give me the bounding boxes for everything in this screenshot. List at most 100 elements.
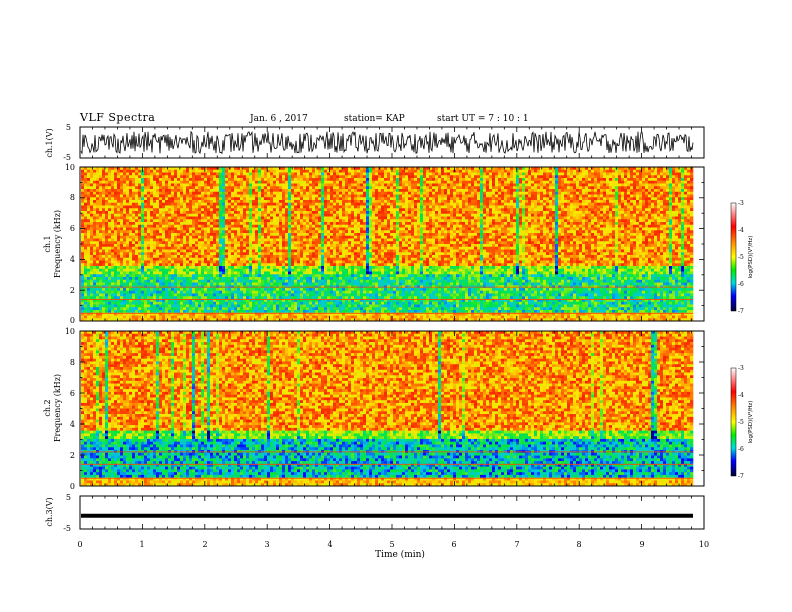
spectrogram-cell xyxy=(321,172,325,176)
spectrogram-cell xyxy=(90,271,94,275)
spectrogram-cell xyxy=(138,169,142,173)
spectrogram-cell xyxy=(228,191,232,195)
spectrogram-cell xyxy=(84,271,88,275)
spectrogram-cell xyxy=(318,224,322,228)
spectrogram-cell xyxy=(135,189,139,193)
spectrogram-cell xyxy=(168,191,172,195)
spectrogram-cell xyxy=(327,263,331,267)
spectrogram-cell xyxy=(249,213,253,217)
spectrogram-cell xyxy=(315,172,319,176)
spectrogram-cell xyxy=(93,271,97,275)
spectrogram-cell xyxy=(225,186,229,190)
spectrogram-cell xyxy=(237,301,241,305)
spectrogram-cell xyxy=(168,200,172,204)
spectrogram-cell xyxy=(231,172,235,176)
spectrogram-cell xyxy=(240,301,244,305)
spectrogram-cell xyxy=(282,252,286,256)
spectrogram-cell xyxy=(153,263,157,267)
spectrogram-cell xyxy=(237,191,241,195)
spectrogram-cell xyxy=(189,186,193,190)
spectrogram-cell xyxy=(267,257,271,261)
spectrogram-cell xyxy=(222,301,226,305)
spectrogram-cell xyxy=(144,186,148,190)
spectrogram-cell xyxy=(96,301,100,305)
spectrogram-cell xyxy=(282,266,286,270)
spectrogram-cell xyxy=(198,310,202,314)
spectrogram-cell xyxy=(111,202,115,206)
spectrogram-cell xyxy=(282,296,286,300)
spectrogram-cell xyxy=(279,202,283,206)
spectrogram-cell xyxy=(117,310,121,314)
spectrogram-cell xyxy=(168,293,172,297)
spectrogram-cell xyxy=(144,279,148,283)
spectrogram-cell xyxy=(192,205,196,209)
spectrogram-cell xyxy=(156,304,160,308)
spectrogram-cell xyxy=(282,293,286,297)
spectrogram-cell xyxy=(81,235,85,239)
spectrogram-cell xyxy=(207,216,211,220)
spectrogram-cell xyxy=(102,299,106,303)
spectrogram-cell xyxy=(309,224,313,228)
spectrogram-cell xyxy=(195,296,199,300)
spectrogram-cell xyxy=(126,202,130,206)
spectrogram-cell xyxy=(114,279,118,283)
spectrogram-cell xyxy=(201,296,205,300)
spectrogram-cell xyxy=(291,277,295,281)
spectrogram-cell xyxy=(141,249,145,253)
spectrogram-cell xyxy=(207,233,211,237)
spectrogram-cell xyxy=(114,205,118,209)
spectrogram-cell xyxy=(300,293,304,297)
spectrogram-cell xyxy=(315,255,319,259)
spectrogram-cell xyxy=(192,180,196,184)
spectrogram-cell xyxy=(138,274,142,278)
spectrogram-cell xyxy=(258,169,262,173)
spectrogram-cell xyxy=(336,208,340,212)
spectrogram-cell xyxy=(186,255,190,259)
spectrogram-cell xyxy=(309,277,313,281)
spectrogram-cell xyxy=(171,277,175,281)
spectrogram-cell xyxy=(231,301,235,305)
spectrogram-cell xyxy=(237,271,241,275)
spectrogram-cell xyxy=(264,263,268,267)
spectrogram-cell xyxy=(132,268,136,272)
spectrogram-cell xyxy=(249,282,253,286)
spectrogram-cell xyxy=(129,299,133,303)
spectrogram-cell xyxy=(195,288,199,292)
spectrogram-cell xyxy=(144,200,148,204)
spectrogram-cell xyxy=(105,299,109,303)
spectrogram-cell xyxy=(279,211,283,215)
spectrogram-cell xyxy=(321,301,325,305)
spectrogram-cell xyxy=(222,235,226,239)
spectrogram-cell xyxy=(231,213,235,217)
spectrogram-cell xyxy=(315,279,319,283)
spectrogram-cell xyxy=(120,249,124,253)
spectrogram-cell xyxy=(87,175,91,179)
spectrogram-cell xyxy=(159,249,163,253)
spectrogram-cell xyxy=(132,186,136,190)
spectrogram-cell xyxy=(276,238,280,242)
spectrogram-cell xyxy=(327,169,331,173)
spectrogram-cell xyxy=(123,169,127,173)
spectrogram-cell xyxy=(288,208,292,212)
spectrogram-cell xyxy=(243,183,247,187)
spectrogram-cell xyxy=(231,183,235,187)
spectrogram-cell xyxy=(243,186,247,190)
spectrogram-cell xyxy=(288,255,292,259)
spectrogram-cell xyxy=(183,293,187,297)
spectrogram-cell xyxy=(240,205,244,209)
spectrogram-cell xyxy=(126,197,130,201)
spectrogram-cell xyxy=(192,279,196,283)
spectrogram-cell xyxy=(336,257,340,261)
spectrogram-cell xyxy=(225,263,229,267)
spectrogram-cell xyxy=(330,213,334,217)
spectrogram-cell xyxy=(177,271,181,275)
spectrogram-cell xyxy=(174,205,178,209)
spectrogram-cell xyxy=(201,244,205,248)
spectrogram-cell xyxy=(162,252,166,256)
spectrogram-cell xyxy=(108,255,112,259)
spectrogram-cell xyxy=(279,288,283,292)
spectrogram-cell xyxy=(318,200,322,204)
spectrogram-cell xyxy=(231,205,235,209)
spectrogram-cell xyxy=(189,310,193,314)
spectrogram-cell xyxy=(231,255,235,259)
